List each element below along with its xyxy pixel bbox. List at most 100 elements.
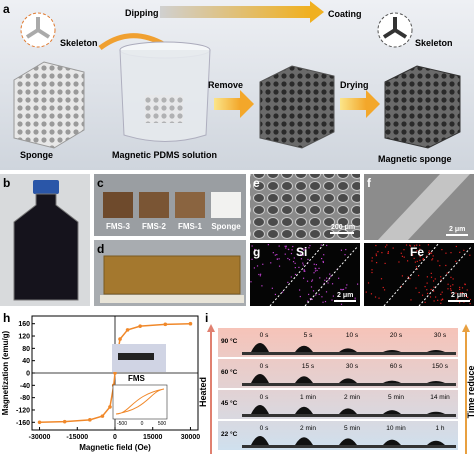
eds-dot: [416, 268, 418, 270]
y-tick-label: -40: [20, 383, 30, 390]
eds-dot: [251, 258, 253, 260]
eds-dot: [274, 254, 276, 256]
element: Si: [296, 245, 307, 259]
eds-dot: [419, 256, 421, 258]
eds-dot: [459, 251, 461, 253]
eds-dot: [344, 254, 346, 256]
eds-dot: [309, 298, 311, 300]
eds-dot: [432, 280, 435, 282]
eds-dot: [345, 287, 347, 289]
arrow-head: [462, 324, 470, 332]
time-label: 2 min: [300, 425, 316, 432]
eds-dot: [384, 246, 387, 248]
eds-dot: [328, 279, 330, 281]
eds-dot: [419, 259, 421, 261]
eds-dot: [427, 244, 430, 246]
eds-dot: [406, 260, 409, 262]
data-point: [138, 324, 142, 328]
eds-dot: [430, 276, 433, 278]
eds-dot: [256, 265, 259, 267]
y-tick-label: -120: [16, 407, 30, 414]
scale-text: 2 μm: [451, 292, 467, 299]
y-tick-label: -80: [20, 395, 30, 402]
inset-label: FMS: [128, 374, 146, 383]
eds-dot: [327, 282, 329, 284]
eds-dot: [324, 279, 326, 281]
sem-image: [250, 174, 360, 240]
eds-dot: [332, 295, 334, 297]
substrate: [242, 352, 456, 355]
fiber-outline: [269, 242, 359, 307]
eds-dot: [464, 295, 467, 297]
eds-map: [250, 243, 360, 306]
eds-dot: [401, 255, 404, 257]
eds-dot: [421, 294, 424, 296]
eds-dot: [284, 253, 286, 255]
eds-dot: [450, 289, 452, 292]
eds-dot: [386, 244, 388, 246]
eds-dot: [308, 247, 310, 249]
sample-label: FMS-2: [142, 222, 167, 231]
eds-dot: [419, 255, 422, 257]
droplet: [295, 437, 313, 445]
droplet: [295, 406, 313, 414]
eds-dot: [307, 300, 309, 302]
eds-dot: [381, 252, 383, 254]
data-point: [163, 322, 168, 327]
data-point: [37, 420, 42, 425]
eds-dot: [314, 267, 316, 269]
fiber: [378, 174, 470, 240]
time-label: 60 s: [390, 363, 403, 370]
eds-dot: [345, 248, 347, 251]
fiber-outline: [383, 242, 473, 307]
eds-dot: [329, 273, 331, 275]
temperature: 90 °C: [221, 337, 238, 345]
time-label: 2 min: [344, 394, 360, 401]
eds-dot: [375, 254, 378, 257]
eds-dot: [416, 260, 418, 262]
eds-dot: [413, 245, 416, 247]
sample: [175, 192, 205, 218]
temperature: 45 °C: [221, 399, 238, 407]
y-tick-label: -160: [16, 420, 30, 427]
eds-dot: [340, 303, 343, 305]
eds-dot: [302, 262, 304, 264]
eds-dot: [324, 300, 327, 303]
eds-dot: [450, 292, 453, 294]
eds-dot: [416, 250, 418, 252]
eds-dot: [294, 262, 296, 264]
eds-dot: [464, 283, 466, 286]
eds-dot: [278, 245, 280, 247]
eds-dot: [303, 270, 305, 272]
eds-dot: [426, 276, 428, 278]
eds-dot: [417, 274, 420, 277]
time-label: 14 min: [430, 394, 450, 401]
eds-dot: [287, 281, 289, 284]
eds-dot: [439, 265, 441, 267]
eds-dot: [422, 258, 424, 260]
eds-dot: [426, 255, 428, 257]
eds-dot: [313, 272, 315, 274]
eds-dot: [426, 282, 428, 284]
eds-dot: [297, 249, 299, 251]
eds-dot: [378, 297, 380, 299]
text: Magnetic PDMS solution: [112, 150, 217, 160]
eds-dot: [458, 302, 461, 304]
eds-dot: [455, 245, 457, 248]
time-label: 0 s: [260, 332, 269, 339]
eds-dot: [302, 264, 304, 266]
eds-dot: [253, 267, 255, 269]
eds-dot: [440, 299, 442, 301]
sponge-cube: [13, 61, 85, 149]
eds-dot: [411, 254, 413, 256]
eds-dot: [434, 278, 436, 280]
eds-dot: [315, 294, 317, 296]
eds-dot: [297, 248, 299, 250]
panel-label: e: [253, 176, 260, 190]
panel-label: d: [97, 242, 104, 256]
eds-dot: [440, 276, 442, 278]
panel-label: f: [367, 176, 372, 190]
eds-dot: [251, 245, 253, 247]
eds-dot: [292, 245, 294, 248]
eds-dot: [262, 263, 264, 265]
